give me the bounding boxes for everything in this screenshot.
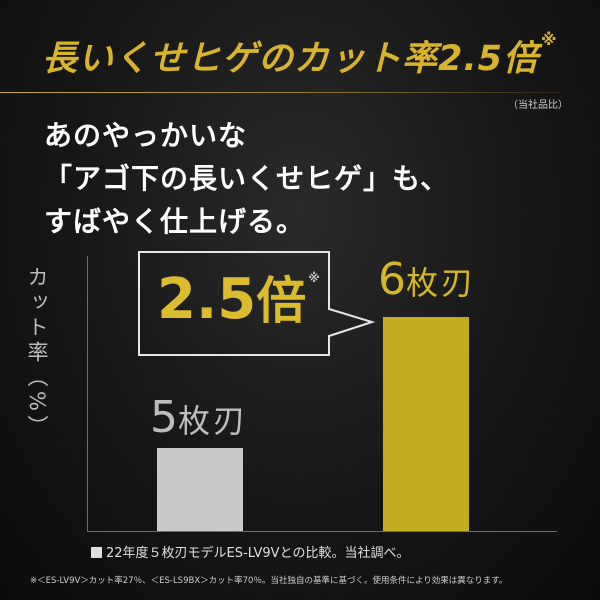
footnote-disclaimer: ※＜ES-LV9V＞カット率27％、＜ES-LS9BX＞カット率70％。当社独自… xyxy=(30,576,508,586)
body-line-3: すばやく仕上げる。 xyxy=(44,205,306,238)
callout-footnote-mark: ※ xyxy=(308,271,320,285)
bar-label-5-blade: 5枚刃 xyxy=(150,392,248,443)
callout-number: 2.5 xyxy=(157,267,257,332)
bar-label-6-blade: 6枚刃 xyxy=(378,254,476,305)
bar-label-5-word: 枚刃 xyxy=(178,402,249,440)
body-line-1: あのやっかいな xyxy=(44,119,248,152)
footnote-comparison: 22年度５枚刃モデルES-LV9Vとの比較。当社調べ。 xyxy=(91,542,409,561)
bar-5-blade xyxy=(157,448,243,531)
y-axis-line xyxy=(87,256,88,531)
headline: 長いくせヒゲのカット率2.5倍 ※ xyxy=(42,30,558,81)
callout-unit: 倍 xyxy=(256,272,307,330)
x-axis-line xyxy=(87,531,557,532)
square-bullet-icon xyxy=(91,547,102,558)
body-copy: あのやっかいな 「アゴ下の長いくせヒゲ」も、 すばやく仕上げる。 xyxy=(44,114,449,243)
footnote-comparison-text: 22年度５枚刃モデルES-LV9Vとの比較。当社調べ。 xyxy=(106,546,410,561)
bar-label-5-num: 5 xyxy=(150,392,178,443)
headline-divider xyxy=(0,92,560,93)
bar-6-blade xyxy=(383,317,469,531)
headline-footnote-mark: ※ xyxy=(541,30,558,49)
bar-label-6-word: 枚刃 xyxy=(406,264,477,302)
bar-label-6-num: 6 xyxy=(378,254,406,305)
y-axis-label: カット率（%） xyxy=(25,266,49,440)
body-line-2: 「アゴ下の長いくせヒゲ」も、 xyxy=(44,162,450,195)
callout-text: 2.5倍 ※ xyxy=(157,272,320,328)
headline-text: 長いくせヒゲのカット率2.5倍 xyxy=(42,39,540,79)
comparison-note: （当社品比） xyxy=(508,100,568,111)
